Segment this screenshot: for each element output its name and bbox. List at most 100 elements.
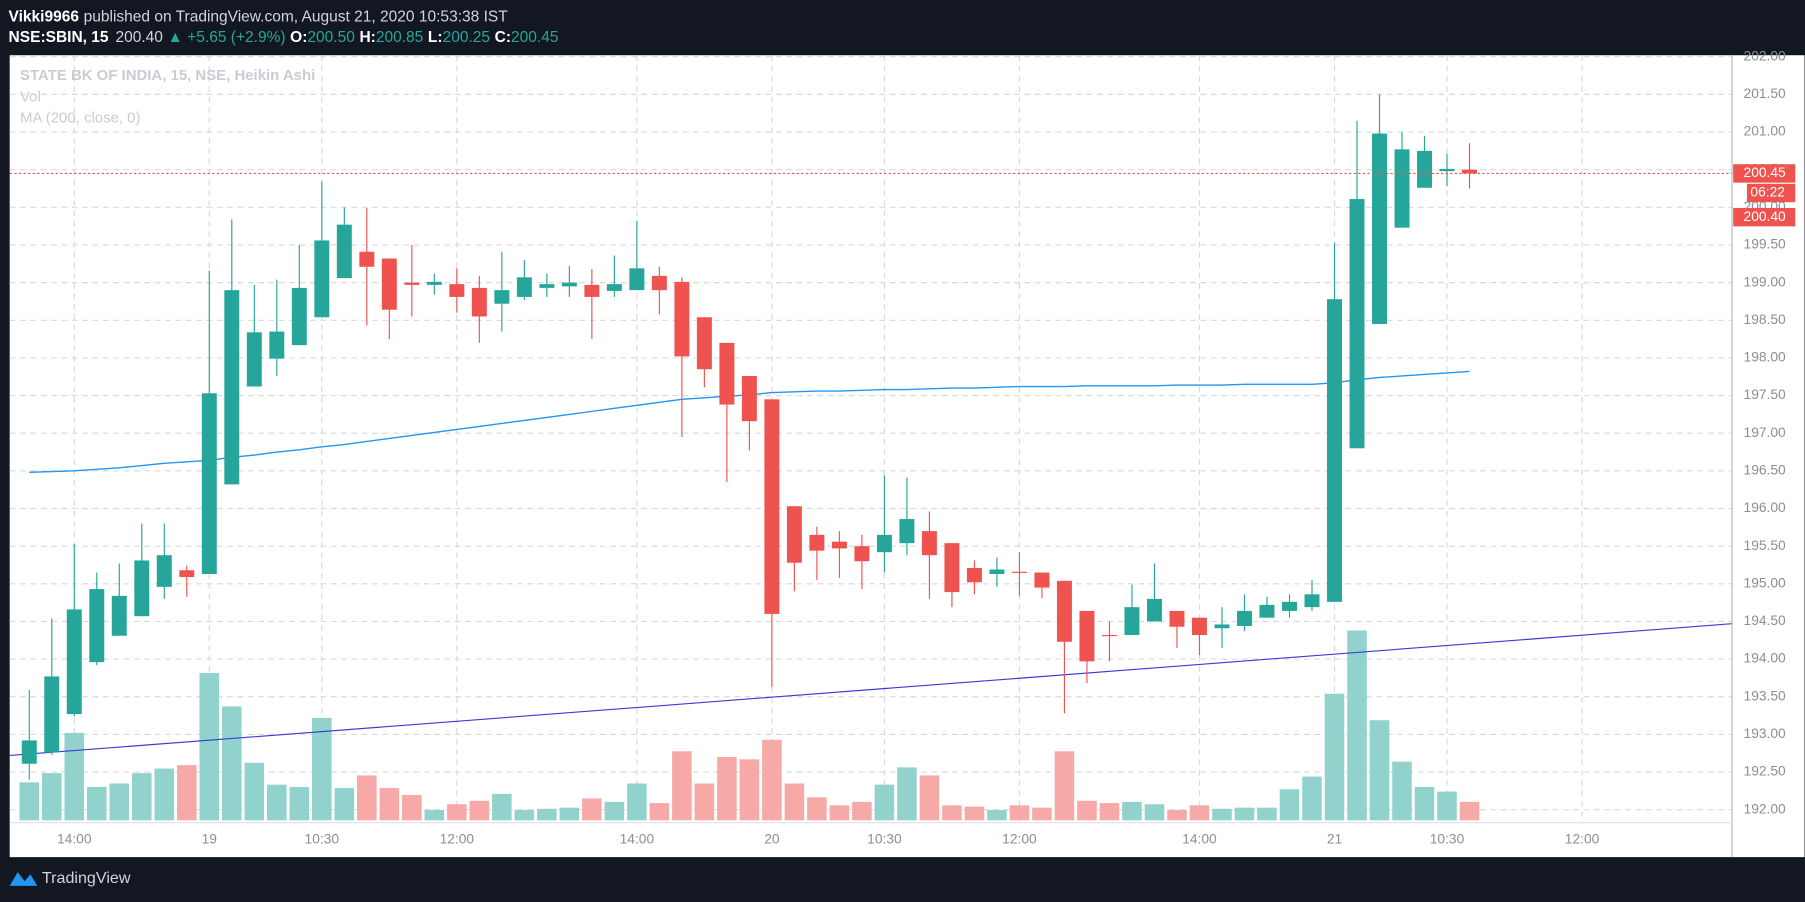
price-label: 200.45 <box>1744 165 1787 180</box>
candle-body <box>1124 607 1140 636</box>
volume-bar <box>604 801 625 821</box>
volume-bar <box>964 806 985 821</box>
candle-body <box>1146 598 1162 622</box>
x-tick-label: 12:00 <box>1002 832 1037 847</box>
volume-bar <box>1054 751 1075 821</box>
candle-body <box>1417 150 1432 188</box>
candle-body <box>674 281 690 357</box>
volume-bar <box>132 773 152 821</box>
volume-bar <box>582 798 602 821</box>
y-tick-label: 195.50 <box>1744 538 1787 553</box>
volume-bar <box>1189 805 1210 821</box>
chart-area <box>9 55 1805 858</box>
candle-body <box>1349 199 1365 449</box>
ohlc-label: L: <box>428 29 443 46</box>
candle-body <box>21 740 37 764</box>
candle-body <box>314 240 330 318</box>
volume-bar <box>469 800 490 821</box>
candle-body <box>1439 168 1455 172</box>
volume-bar <box>1077 800 1097 821</box>
y-tick-label: 194.50 <box>1744 613 1787 628</box>
candle-body <box>921 531 937 556</box>
last-price: 200.40 <box>115 29 163 46</box>
volume-bar <box>154 768 175 821</box>
volume-bar <box>1369 720 1390 821</box>
chart: 192.00 192.50 193.00 193.50 194.00 194.50 195.… <box>9 48 1796 847</box>
candle-body <box>426 281 442 285</box>
volume-bar <box>1437 791 1457 821</box>
y-tick-label: 198.50 <box>1744 312 1787 327</box>
candle-body <box>134 560 150 617</box>
y-tick-label: 197.00 <box>1744 425 1787 440</box>
legend-ma: MA (200, close, 0) <box>20 109 140 126</box>
volume-bar <box>1392 761 1412 821</box>
candle-body <box>606 284 622 291</box>
author: Vikki9966 <box>9 8 80 25</box>
volume-bar <box>379 788 400 821</box>
candle-body <box>156 555 172 587</box>
candle-body <box>831 541 847 549</box>
x-tick-label: 10:30 <box>305 832 340 847</box>
candle-body <box>471 287 487 317</box>
candle-body <box>741 375 757 422</box>
candle-body <box>179 570 195 578</box>
candle-body <box>629 268 645 291</box>
y-tick-label: 202.00 <box>1744 48 1787 63</box>
candle-body <box>1236 610 1252 626</box>
y-tick-label: 201.50 <box>1744 86 1787 101</box>
candle-body <box>1394 149 1410 228</box>
candle-body <box>1304 594 1320 608</box>
change: ▲ +5.65 (+2.9%) <box>168 29 286 46</box>
volume-bar <box>537 808 557 821</box>
symbol-line: NSE:SBIN, 15 200.40 ▲ +5.65 (+2.9%) O:200.5… <box>9 29 559 46</box>
ohlc-value: 200.85 <box>376 29 423 46</box>
volume-bar <box>919 775 940 821</box>
volume-bar <box>559 807 580 821</box>
y-tick-label: 192.50 <box>1744 764 1787 779</box>
candle-body <box>989 569 1005 575</box>
candle-body <box>966 567 982 583</box>
candle-body <box>224 290 240 485</box>
volume-bar <box>672 751 692 821</box>
y-tick-label: 201.00 <box>1744 124 1787 139</box>
candle-body <box>201 393 217 575</box>
volume-bar <box>1099 803 1120 821</box>
volume-bar <box>1167 809 1187 821</box>
brand[interactable]: TradingView <box>42 869 131 887</box>
volume-bar <box>987 809 1007 821</box>
volume-bar <box>1257 807 1277 821</box>
candle-body <box>381 258 397 310</box>
x-tick-label: 10:30 <box>867 832 902 847</box>
candle-body <box>854 546 870 562</box>
ohlc-label: H: <box>359 29 375 46</box>
ohlc-value: 200.25 <box>443 29 490 46</box>
candle-body <box>696 317 712 370</box>
y-tick-label: 193.00 <box>1744 726 1787 741</box>
volume-bar <box>199 673 220 821</box>
y-tick-label: 195.00 <box>1744 575 1787 590</box>
volume-bar <box>1212 808 1232 821</box>
footer-logo[interactable]: TradingView <box>9 869 131 887</box>
volume-bar <box>717 757 737 821</box>
volume-bar <box>1009 805 1030 821</box>
candle-body <box>786 506 802 563</box>
volume-bar <box>244 762 265 821</box>
candle-body <box>1079 610 1095 662</box>
volume-bar <box>109 783 130 821</box>
volume-bar <box>1324 693 1345 821</box>
volume-bar <box>424 809 445 821</box>
volume-bar <box>177 765 197 821</box>
x-tick-label: 14:00 <box>1182 832 1217 847</box>
volume-bar <box>312 717 332 821</box>
candle-body <box>1259 604 1275 618</box>
candle-body <box>1034 572 1050 588</box>
candle-body <box>1282 601 1297 611</box>
candle-body <box>561 282 577 287</box>
published: published on TradingView.com, August 21,… <box>84 8 509 25</box>
candle-body <box>899 519 915 544</box>
y-tick-label: 199.50 <box>1744 237 1787 252</box>
legend-volume: Vol <box>20 89 41 106</box>
volume-bar <box>289 786 310 821</box>
